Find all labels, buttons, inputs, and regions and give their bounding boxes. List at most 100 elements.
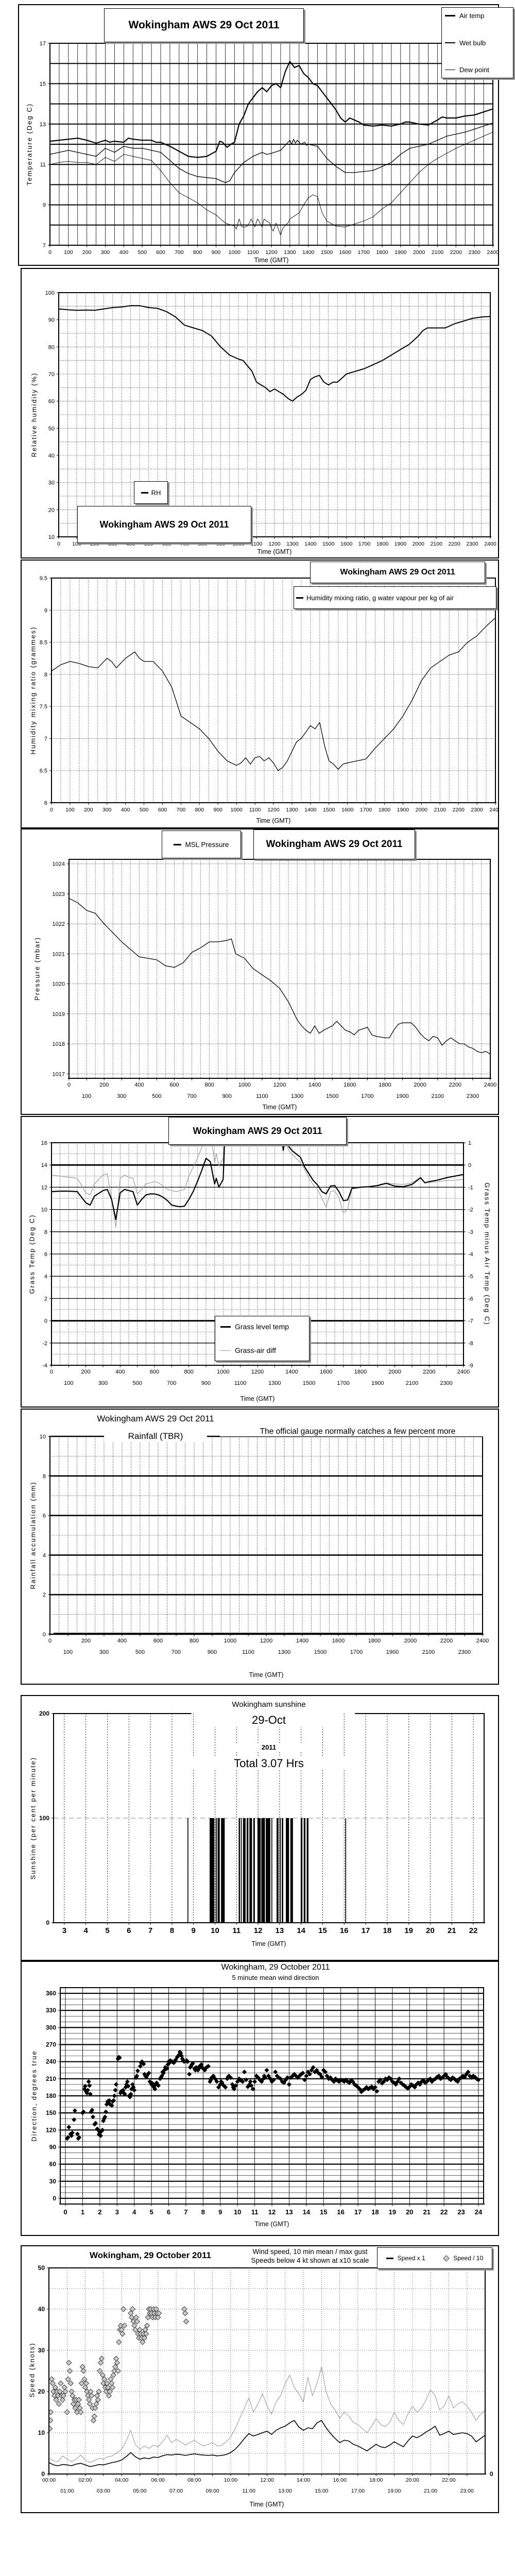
svg-text:2000: 2000 bbox=[388, 1369, 401, 1375]
svg-text:12: 12 bbox=[268, 2208, 276, 2216]
svg-text:14: 14 bbox=[297, 1926, 305, 1935]
svg-text:1020: 1020 bbox=[53, 981, 65, 988]
svg-text:0: 0 bbox=[48, 249, 52, 256]
svg-text:11:00: 11:00 bbox=[242, 2488, 255, 2494]
svg-text:2200: 2200 bbox=[448, 541, 460, 547]
svg-text:1100: 1100 bbox=[256, 1093, 268, 1099]
svg-text:1100: 1100 bbox=[242, 1649, 254, 1655]
svg-text:1022: 1022 bbox=[53, 921, 65, 927]
svg-text:800: 800 bbox=[184, 1369, 193, 1375]
svg-text:8: 8 bbox=[201, 2208, 205, 2216]
svg-text:1700: 1700 bbox=[337, 1380, 349, 1386]
humidity-title-box: Wokingham AWS 29 Oct 2011 bbox=[77, 506, 251, 543]
svg-text:1000: 1000 bbox=[238, 1082, 251, 1088]
svg-text:2: 2 bbox=[43, 1592, 46, 1598]
svg-text:2100: 2100 bbox=[432, 249, 444, 256]
speed-line-icon bbox=[386, 2257, 393, 2259]
svg-text:1100: 1100 bbox=[247, 249, 259, 256]
rainfall-plot: 0100200300400500600700800900100011001200… bbox=[40, 1434, 489, 1655]
svg-text:14: 14 bbox=[303, 2208, 311, 2216]
pressure-x-axis-label: Time (GMT) bbox=[262, 1104, 297, 1111]
svg-text:03:00: 03:00 bbox=[97, 2488, 110, 2494]
chart-wind-direction: 0 1 2 3 4 5 6 7 8 9 10 11 12 13 14 15 16 17 18 19 20 21 22 23 24… bbox=[21, 1961, 499, 2236]
svg-text:210: 210 bbox=[46, 2075, 56, 2082]
svg-text:1019: 1019 bbox=[53, 1011, 65, 1018]
legend-item-dew-point: Dew point bbox=[445, 66, 510, 74]
svg-text:23: 23 bbox=[457, 2208, 465, 2216]
svg-text:700: 700 bbox=[167, 1380, 176, 1386]
svg-text:19:00: 19:00 bbox=[387, 2488, 401, 2494]
svg-text:1600: 1600 bbox=[341, 807, 354, 813]
rainfall-subtitle: Rainfall (TBR) bbox=[104, 1431, 207, 1442]
svg-text:09:00: 09:00 bbox=[205, 2488, 219, 2494]
mixing-ratio-title-box: Wokingham AWS 29 Oct 2011 bbox=[310, 562, 485, 583]
rainfall-x-axis-label: Time (GMT) bbox=[249, 1671, 284, 1679]
svg-text:2300: 2300 bbox=[471, 807, 483, 813]
wind-direction-title: Wokingham, 29 October 2011 bbox=[221, 1963, 330, 1972]
svg-text:1800: 1800 bbox=[376, 541, 389, 547]
svg-text:23:00: 23:00 bbox=[460, 2488, 474, 2494]
pressure-plot: 0 100 200 300 400 500 600 700 800 900 1000 1100 1200… bbox=[53, 859, 496, 1099]
svg-text:2200: 2200 bbox=[450, 249, 462, 256]
svg-text:10: 10 bbox=[211, 1926, 219, 1935]
svg-text:1600: 1600 bbox=[340, 541, 353, 547]
svg-text:400: 400 bbox=[117, 1638, 127, 1644]
svg-text:1: 1 bbox=[468, 1140, 471, 1146]
svg-text:1900: 1900 bbox=[394, 541, 407, 547]
svg-text:10: 10 bbox=[40, 1434, 46, 1440]
legend-item-wet-bulb: Wet bulb bbox=[445, 39, 510, 47]
chart-rainfall: 0 100 200 300 400 500 600 700 800 900 1000 1100 1200… bbox=[21, 1409, 499, 1685]
svg-text:100: 100 bbox=[82, 1093, 91, 1099]
svg-text:4: 4 bbox=[84, 1926, 89, 1935]
svg-text:0: 0 bbox=[46, 1919, 49, 1926]
svg-text:18: 18 bbox=[383, 1926, 392, 1935]
svg-text:-3: -3 bbox=[468, 1229, 473, 1235]
svg-text:500: 500 bbox=[132, 1380, 142, 1386]
temperature-y-axis-label: Temperature (Deg C) bbox=[25, 103, 33, 186]
svg-text:1200: 1200 bbox=[265, 249, 278, 256]
svg-text:0: 0 bbox=[50, 1369, 53, 1375]
wind-direction-y-axis-label: Direction, degrees true bbox=[30, 2050, 38, 2142]
svg-text:6: 6 bbox=[43, 1513, 46, 1519]
sunshine-total: Total 3.07 Hrs bbox=[192, 1757, 346, 1770]
svg-text:1500: 1500 bbox=[326, 1093, 338, 1099]
svg-text:1800: 1800 bbox=[379, 807, 391, 813]
svg-text:15: 15 bbox=[320, 2208, 327, 2216]
pressure-line-icon bbox=[174, 843, 182, 845]
svg-text:15:00: 15:00 bbox=[315, 2488, 328, 2494]
mixing-ratio-line-icon bbox=[296, 597, 303, 599]
svg-text:600: 600 bbox=[169, 1082, 179, 1088]
wind-speed-title: Wokingham, 29 October 2011 bbox=[68, 2250, 233, 2261]
svg-text:06:00: 06:00 bbox=[151, 2477, 165, 2483]
svg-text:8.5: 8.5 bbox=[40, 640, 47, 646]
sunshine-date: 29-Oct bbox=[204, 1714, 333, 1727]
svg-text:2300: 2300 bbox=[440, 1380, 452, 1386]
svg-text:1023: 1023 bbox=[53, 891, 65, 897]
svg-text:1300: 1300 bbox=[286, 807, 298, 813]
pressure-y-axis-label: Pressure (mbar) bbox=[33, 937, 41, 1001]
svg-text:13: 13 bbox=[276, 1926, 284, 1935]
grass-diff-y-axis-label: Grass Temp minus Air Temp (Deg C) bbox=[483, 1182, 491, 1326]
svg-text:100: 100 bbox=[64, 1380, 73, 1386]
chart-title: Wokingham AWS 29 Oct 2011 bbox=[193, 1125, 322, 1136]
grass-legend-box: Grass level temp Grass-air diff bbox=[215, 1316, 310, 1361]
humidity-legend-box: RH bbox=[134, 481, 168, 504]
svg-text:-2: -2 bbox=[42, 1341, 47, 1347]
svg-text:2200: 2200 bbox=[423, 1369, 435, 1375]
svg-text:1024: 1024 bbox=[53, 861, 65, 868]
svg-text:1900: 1900 bbox=[396, 1093, 408, 1099]
svg-text:2100: 2100 bbox=[432, 1093, 444, 1099]
svg-text:15: 15 bbox=[318, 1926, 327, 1935]
air-temp-line-icon bbox=[445, 15, 455, 16]
humidity-y-axis-label: Relative humidity (%) bbox=[30, 372, 38, 457]
svg-text:-4: -4 bbox=[468, 1251, 473, 1258]
grass-temp-line-icon bbox=[220, 1326, 231, 1328]
svg-text:1500: 1500 bbox=[323, 807, 335, 813]
svg-text:100: 100 bbox=[63, 1649, 73, 1655]
svg-text:30: 30 bbox=[38, 2347, 45, 2354]
pressure-legend-box: MSL Pressure bbox=[162, 831, 241, 858]
svg-text:20: 20 bbox=[426, 1926, 435, 1935]
temperature-legend-box: Air temp Wet bulb Dew point bbox=[441, 7, 513, 78]
temperature-plot: 0 100 200 300 400 500 600 700 800 900 1000 1100 1200… bbox=[40, 41, 498, 256]
svg-text:100: 100 bbox=[64, 249, 73, 256]
